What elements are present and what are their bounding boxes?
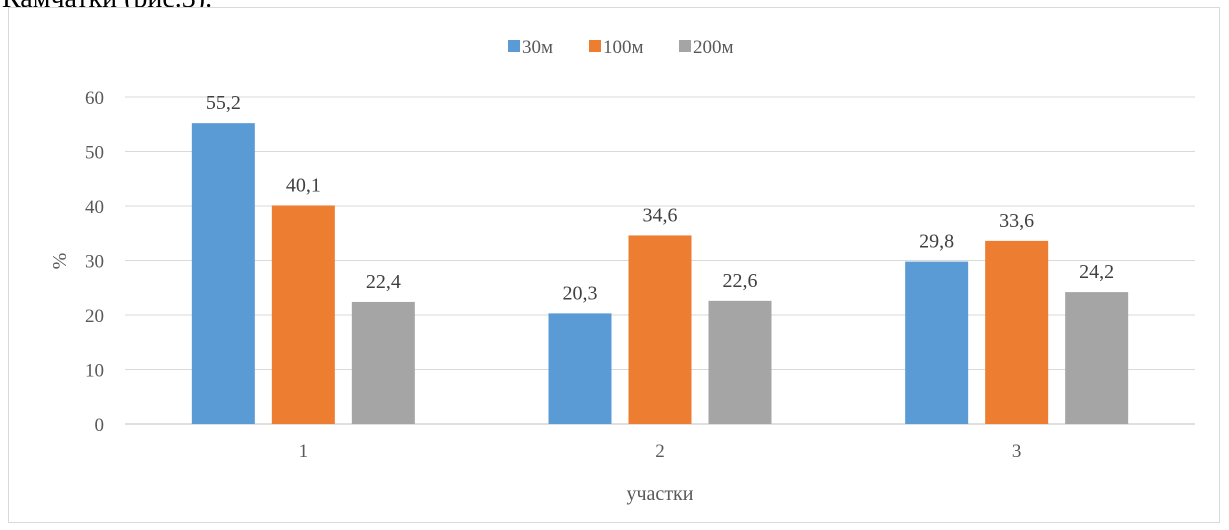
bar (1065, 292, 1129, 424)
data-label: 29,8 (919, 231, 954, 253)
bars: 55,2 40,1 22,4 20,3 34,6 22,6 29,8 33,6 24,2 (191, 92, 1129, 424)
x-tick-label: 1 (299, 441, 309, 462)
bar (191, 123, 255, 424)
data-label: 34,6 (643, 204, 678, 226)
x-tick-label: 3 (1012, 441, 1022, 462)
legend: 30м 100м 200м (508, 37, 734, 58)
bar (271, 205, 335, 424)
bar (708, 300, 772, 424)
data-label: 55,2 (206, 92, 241, 114)
y-tick-label: 40 (85, 197, 104, 218)
legend-swatch (508, 40, 520, 52)
data-label: 22,6 (723, 270, 758, 292)
y-axis-ticks: 0 10 20 30 40 50 60 (85, 88, 104, 436)
legend-label: 30м (522, 37, 553, 58)
bar (905, 261, 969, 424)
legend-swatch (679, 40, 691, 52)
y-tick-label: 20 (85, 306, 104, 327)
bar (548, 313, 612, 424)
y-tick-label: 0 (95, 415, 105, 436)
x-axis-ticks: 1 2 3 (299, 441, 1022, 462)
y-tick-label: 30 (85, 252, 104, 273)
y-tick-label: 10 (85, 361, 104, 382)
y-axis-title: % (49, 253, 71, 270)
x-tick-label: 2 (655, 441, 665, 462)
bar (351, 301, 415, 424)
bar (628, 235, 692, 424)
data-label: 33,6 (999, 210, 1034, 232)
legend-label: 200м (693, 37, 734, 58)
data-label: 24,2 (1079, 261, 1114, 283)
x-axis-title: участки (627, 483, 694, 505)
data-label: 20,3 (563, 282, 598, 304)
data-label: 40,1 (286, 174, 321, 196)
bar (985, 240, 1049, 424)
legend-label: 100м (603, 37, 644, 58)
data-label: 22,4 (366, 271, 401, 293)
y-tick-label: 50 (85, 143, 104, 164)
y-tick-label: 60 (85, 88, 104, 109)
legend-swatch (589, 40, 601, 52)
